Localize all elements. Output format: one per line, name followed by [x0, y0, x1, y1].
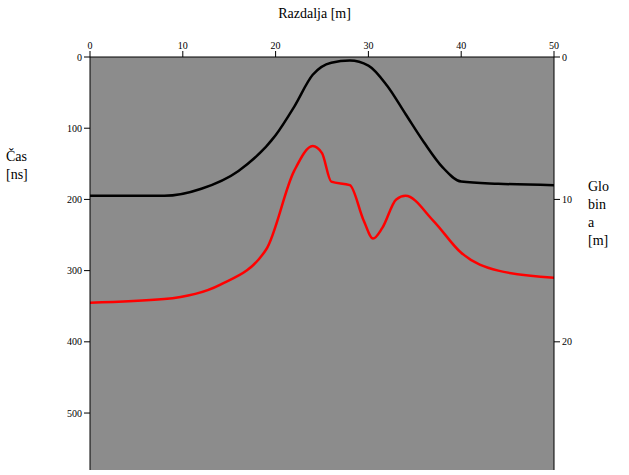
svg-text:10: 10 [178, 40, 188, 51]
svg-text:300: 300 [67, 265, 82, 276]
svg-text:200: 200 [67, 194, 82, 205]
html-text:Čas: Čas [6, 149, 27, 164]
svg-text:50: 50 [549, 40, 559, 51]
svg-text:400: 400 [67, 336, 82, 347]
html-text:[ns]: [ns] [6, 167, 28, 182]
html-text:a: a [588, 215, 595, 230]
html-text:[m]: [m] [588, 233, 609, 248]
svg-text:100: 100 [67, 123, 82, 134]
svg-text:30: 30 [363, 40, 373, 51]
svg-text:0: 0 [77, 52, 82, 63]
svg-text:0: 0 [562, 52, 567, 63]
html-text:Razdalja [m]: Razdalja [m] [278, 6, 351, 21]
svg-text:0: 0 [88, 40, 93, 51]
svg-text:10: 10 [562, 194, 572, 205]
svg-text:20: 20 [271, 40, 281, 51]
html-text:bin: bin [588, 197, 606, 212]
html-text:Glo: Glo [588, 179, 609, 194]
svg-text:500: 500 [67, 408, 82, 419]
svg-text:40: 40 [456, 40, 466, 51]
svg-text:20: 20 [562, 336, 572, 347]
